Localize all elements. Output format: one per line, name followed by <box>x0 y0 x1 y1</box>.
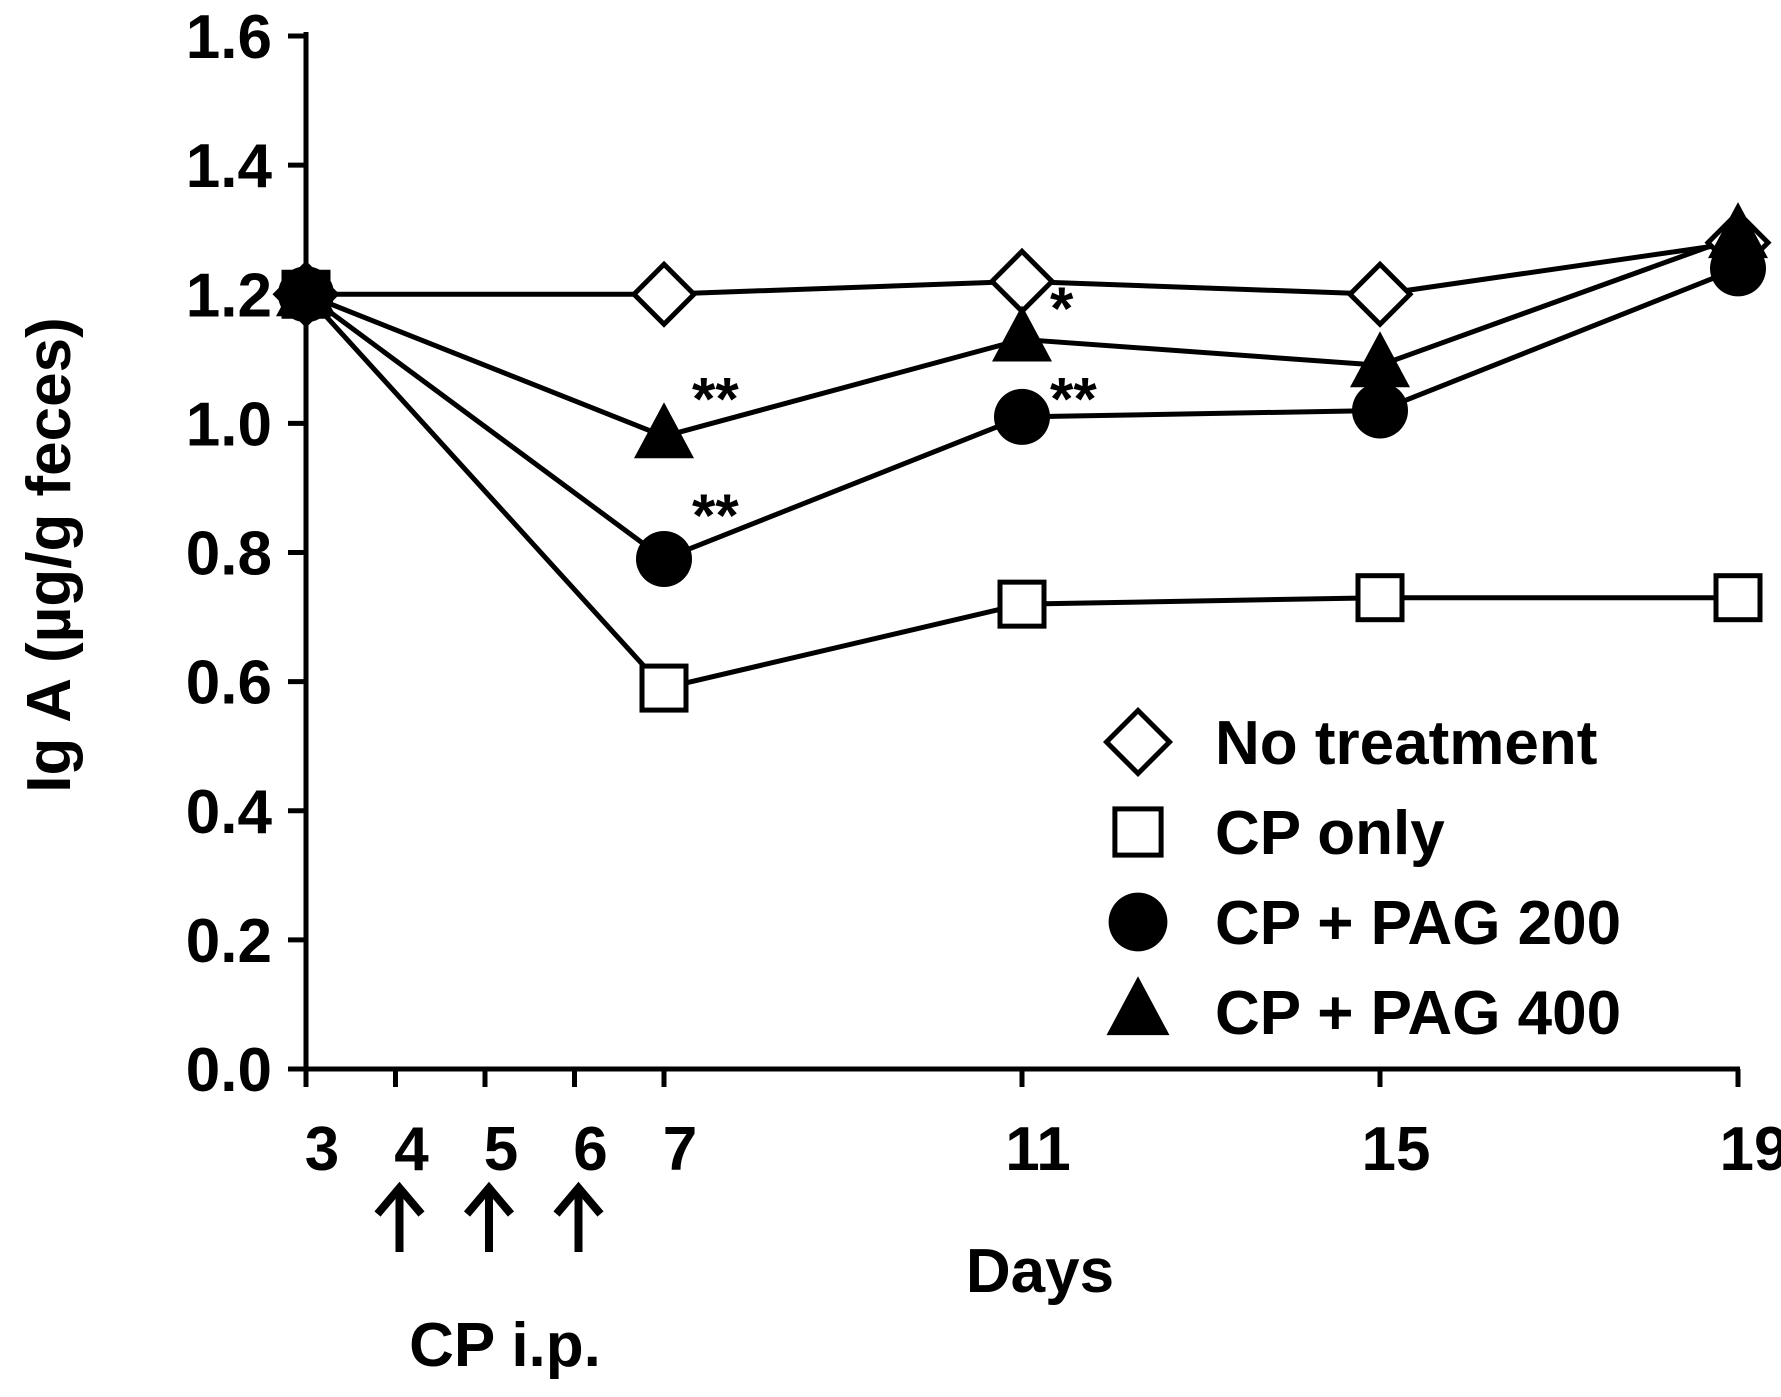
x-tick-label: 4 <box>394 1115 429 1184</box>
legend-label: CP only <box>1215 799 1445 868</box>
significance-annotation: ** <box>692 482 739 549</box>
x-axis-title: Days <box>966 1237 1114 1306</box>
x-tick-label: 5 <box>484 1115 518 1184</box>
significance-annotation: ** <box>1050 366 1097 433</box>
data-point <box>1346 260 1414 328</box>
x-tick-label: 15 <box>1362 1115 1431 1184</box>
data-point <box>630 260 698 328</box>
data-point <box>992 305 1052 362</box>
arrow-head-icon <box>463 1181 515 1217</box>
data-point <box>636 530 692 587</box>
injection-arrow <box>374 1181 425 1252</box>
axes-layer: 0.0 0.2 0.4 0.6 0.8 1.0 1.2 1.4 1.6 3 4 5 6 7 11 15 19 Da… <box>15 3 1781 1380</box>
legend-label: No treatment <box>1215 709 1597 778</box>
data-point <box>1352 382 1408 439</box>
legend-item: CP + PAG 400 <box>1106 976 1621 1048</box>
series-layer <box>272 202 1772 713</box>
x-tick-label: 11 <box>1005 1115 1071 1184</box>
y-tick-label: 0.0 <box>186 1036 272 1105</box>
injection-arrow <box>463 1181 515 1252</box>
legend: No treatment CP only CP + PAG 200 CP + PAG … <box>1102 706 1621 1048</box>
injection-arrow <box>553 1181 604 1252</box>
data-point <box>988 247 1056 315</box>
x-tick-label: 3 <box>305 1115 339 1184</box>
data-point <box>276 260 336 317</box>
x-tick-label: 7 <box>663 1115 697 1184</box>
legend-label: CP + PAG 400 <box>1215 979 1621 1048</box>
data-point <box>994 388 1050 445</box>
legend-marker <box>1106 976 1170 1036</box>
y-axis-title: Ig A (µg/g feces) <box>15 317 84 793</box>
significance-annotation: ** <box>692 366 739 433</box>
x-tick-label: 19 <box>1720 1115 1781 1184</box>
legend-marker <box>1108 892 1168 952</box>
y-tick-label: 0.6 <box>186 649 272 718</box>
arrow-head-icon <box>374 1181 425 1217</box>
data-point <box>639 663 689 713</box>
y-tick-label: 0.4 <box>186 778 273 847</box>
legend-marker <box>1112 806 1164 858</box>
data-point <box>997 579 1047 629</box>
legend-label: CP + PAG 200 <box>1215 889 1621 958</box>
legend-marker <box>1102 706 1174 778</box>
data-point <box>1350 331 1410 388</box>
x-tick-label: 6 <box>573 1115 607 1184</box>
data-point <box>1355 573 1405 623</box>
annotation-layer: ******* <box>692 275 1097 549</box>
injection-label: CP i.p. <box>409 1311 601 1380</box>
arrow-head-icon <box>553 1181 604 1217</box>
data-point <box>634 402 694 459</box>
legend-item: No treatment <box>1102 706 1597 778</box>
data-point <box>1708 202 1768 259</box>
legend-item: CP only <box>1112 799 1445 868</box>
y-tick-label: 0.2 <box>186 907 272 976</box>
significance-annotation: * <box>1050 275 1074 342</box>
y-tick-label: 1.2 <box>186 261 272 330</box>
series-markers-3 <box>276 202 1768 459</box>
y-tick-label: 1.6 <box>186 3 272 72</box>
y-tick-label: 0.8 <box>186 520 272 589</box>
data-point <box>1713 573 1763 623</box>
legend-item: CP + PAG 200 <box>1108 889 1621 958</box>
y-tick-label: 1.0 <box>186 390 272 459</box>
y-tick-label: 1.4 <box>186 132 273 201</box>
